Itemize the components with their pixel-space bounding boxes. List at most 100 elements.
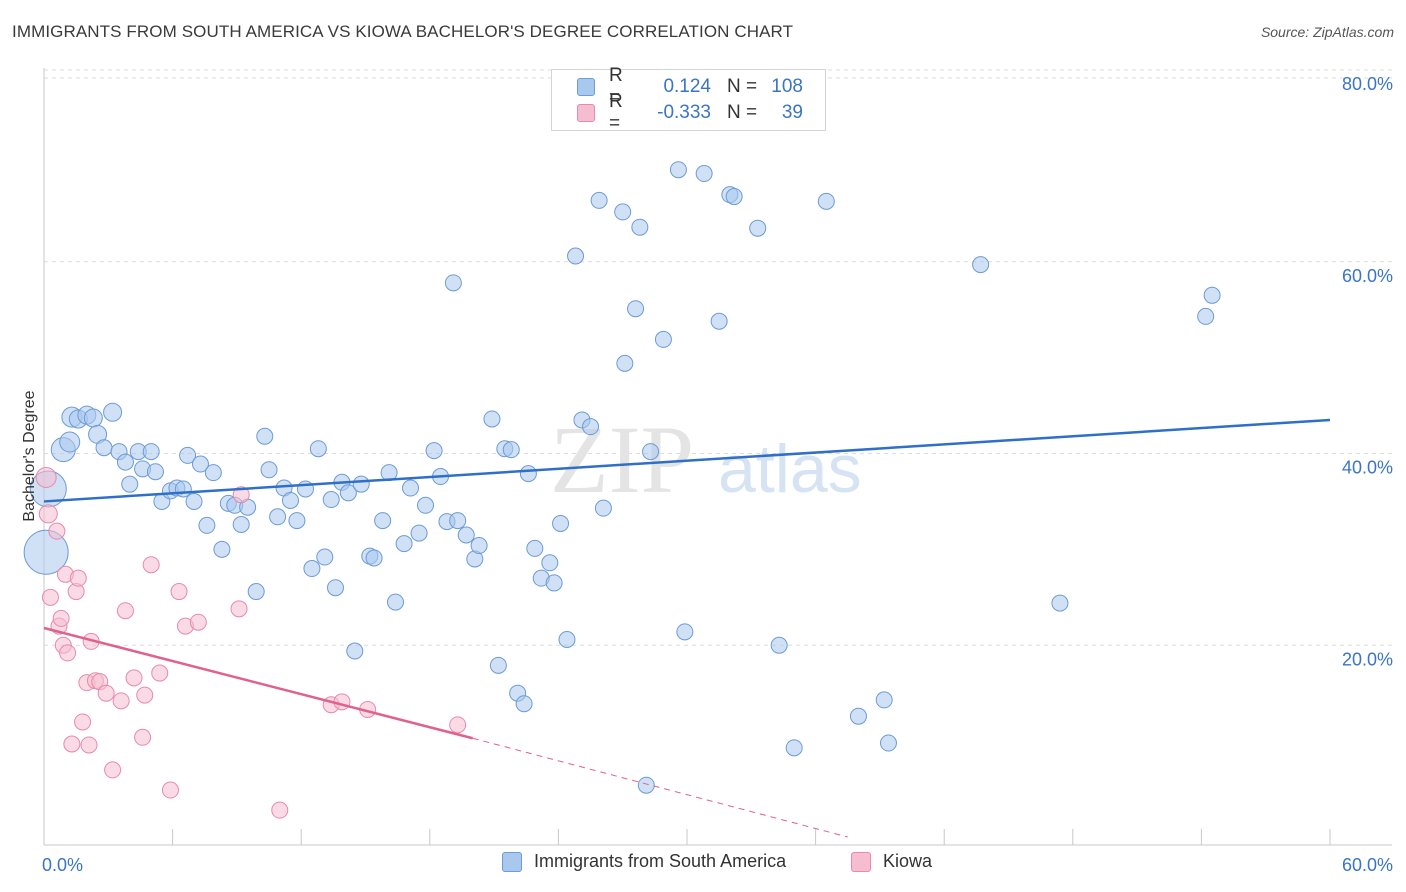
y-axis-label: Bachelor's Degree	[21, 390, 38, 521]
legend-item-kiowa[interactable]: Kiowa	[851, 851, 932, 872]
data-point-immigrants	[1197, 307, 1215, 325]
data-point-kiowa	[35, 466, 57, 488]
data-point-kiowa	[161, 781, 179, 799]
data-point-immigrants	[654, 330, 672, 348]
data-point-immigrants	[457, 526, 475, 544]
data-point-immigrants	[567, 247, 585, 265]
legend-item-immigrants[interactable]: Immigrants from South America	[502, 851, 786, 872]
legend-n-label: N =	[727, 76, 758, 97]
stats-legend: R = 0.124 N = 108 R = -0.333 N = 39	[551, 65, 826, 134]
legend-row-kiowa: R = -0.333 N = 39	[577, 91, 803, 134]
data-point-immigrants	[489, 656, 507, 674]
data-point-kiowa	[449, 716, 467, 734]
data-point-immigrants	[387, 593, 405, 611]
data-point-immigrants	[1203, 286, 1221, 304]
data-point-immigrants	[281, 491, 299, 509]
data-point-immigrants	[179, 446, 197, 464]
data-point-immigrants	[545, 574, 563, 592]
data-point-immigrants	[185, 492, 203, 510]
data-point-immigrants	[339, 484, 357, 502]
data-point-kiowa	[59, 644, 77, 662]
trend-line-kiowa	[43, 626, 473, 740]
data-point-immigrants	[444, 274, 462, 292]
x-tick-label: 60.0%	[1342, 855, 1393, 875]
data-point-immigrants	[309, 440, 327, 458]
data-point-kiowa	[134, 728, 152, 746]
data-point-immigrants	[417, 496, 435, 514]
legend-n-value: 108	[771, 76, 803, 97]
data-point-immigrants	[395, 535, 413, 553]
y-tick-label: 80.0%	[1342, 74, 1393, 94]
data-point-kiowa	[63, 735, 81, 753]
data-point-immigrants	[142, 443, 160, 461]
data-point-immigrants	[288, 512, 306, 530]
data-point-immigrants	[627, 300, 645, 318]
data-point-immigrants	[594, 499, 612, 517]
y-tick-label: 40.0%	[1342, 458, 1393, 478]
series-kiowa-points	[35, 466, 467, 819]
data-point-immigrants	[972, 256, 990, 274]
legend-swatch-pink	[577, 104, 595, 122]
data-point-kiowa	[333, 693, 351, 711]
data-point-immigrants	[676, 623, 694, 641]
legend-row-immigrants: R = 0.124 N = 108	[577, 65, 803, 108]
data-point-immigrants	[526, 539, 544, 557]
data-point-immigrants	[103, 402, 123, 422]
y-tick-label: 60.0%	[1342, 266, 1393, 286]
data-point-immigrants	[849, 707, 867, 725]
source-credit: Source: ZipAtlas.com	[1260, 24, 1394, 40]
legend-label-kiowa: Kiowa	[883, 851, 933, 871]
data-point-immigrants	[425, 442, 443, 460]
data-point-immigrants	[191, 455, 209, 473]
legend-swatch-pink	[851, 851, 871, 872]
data-point-immigrants	[198, 516, 216, 534]
data-point-immigrants	[174, 480, 192, 498]
data-point-immigrants	[346, 642, 364, 660]
data-point-kiowa	[104, 761, 122, 779]
tick-labels: 20.0% 40.0% 60.0% 80.0% 0.0% 60.0%	[42, 74, 1393, 875]
data-point-immigrants	[365, 549, 383, 567]
legend-n-label: N =	[727, 102, 758, 123]
watermark-atlas: atlas	[718, 431, 862, 507]
data-point-immigrants	[256, 427, 274, 445]
data-point-kiowa	[230, 600, 248, 618]
data-point-immigrants	[83, 408, 103, 428]
data-point-immigrants	[725, 188, 743, 206]
watermark: ZIP atlas	[550, 406, 862, 513]
data-point-kiowa	[48, 522, 66, 540]
data-point-kiowa	[125, 669, 143, 687]
data-point-kiowa	[116, 602, 134, 620]
data-point-immigrants	[269, 508, 287, 526]
data-point-kiowa	[189, 613, 207, 631]
legend-r-value: -0.333	[657, 102, 711, 123]
data-point-immigrants	[879, 734, 897, 752]
data-point-kiowa	[80, 736, 98, 754]
data-point-immigrants	[247, 583, 265, 601]
trend-lines	[43, 418, 1331, 838]
legend-r-value: 0.124	[663, 76, 711, 97]
data-point-immigrants	[483, 410, 501, 428]
data-point-immigrants	[590, 191, 608, 209]
data-point-immigrants	[631, 218, 649, 236]
trend-line-immigrants	[43, 418, 1331, 503]
data-point-immigrants	[410, 524, 428, 542]
data-point-kiowa	[271, 801, 289, 819]
data-point-immigrants	[785, 739, 803, 757]
data-point-immigrants	[121, 475, 139, 493]
data-point-kiowa	[74, 713, 92, 731]
series-immigrants-points	[23, 161, 1221, 794]
data-point-immigrants	[59, 431, 81, 453]
x-tick-label: 0.0%	[42, 855, 83, 875]
data-point-immigrants	[260, 461, 278, 479]
data-point-immigrants	[541, 554, 559, 572]
data-point-immigrants	[875, 691, 893, 709]
data-point-immigrants	[642, 443, 660, 461]
data-point-kiowa	[170, 583, 188, 601]
data-point-kiowa	[38, 504, 58, 524]
chart-title: IMMIGRANTS FROM SOUTH AMERICA VS KIOWA B…	[12, 22, 794, 41]
y-tick-label: 20.0%	[1342, 649, 1393, 669]
data-point-immigrants	[695, 165, 713, 183]
data-point-immigrants	[232, 515, 250, 533]
data-point-immigrants	[817, 192, 835, 210]
